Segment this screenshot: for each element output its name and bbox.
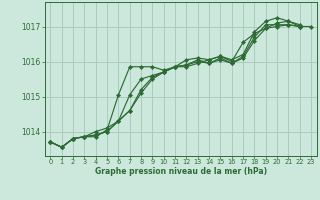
- X-axis label: Graphe pression niveau de la mer (hPa): Graphe pression niveau de la mer (hPa): [95, 167, 267, 176]
